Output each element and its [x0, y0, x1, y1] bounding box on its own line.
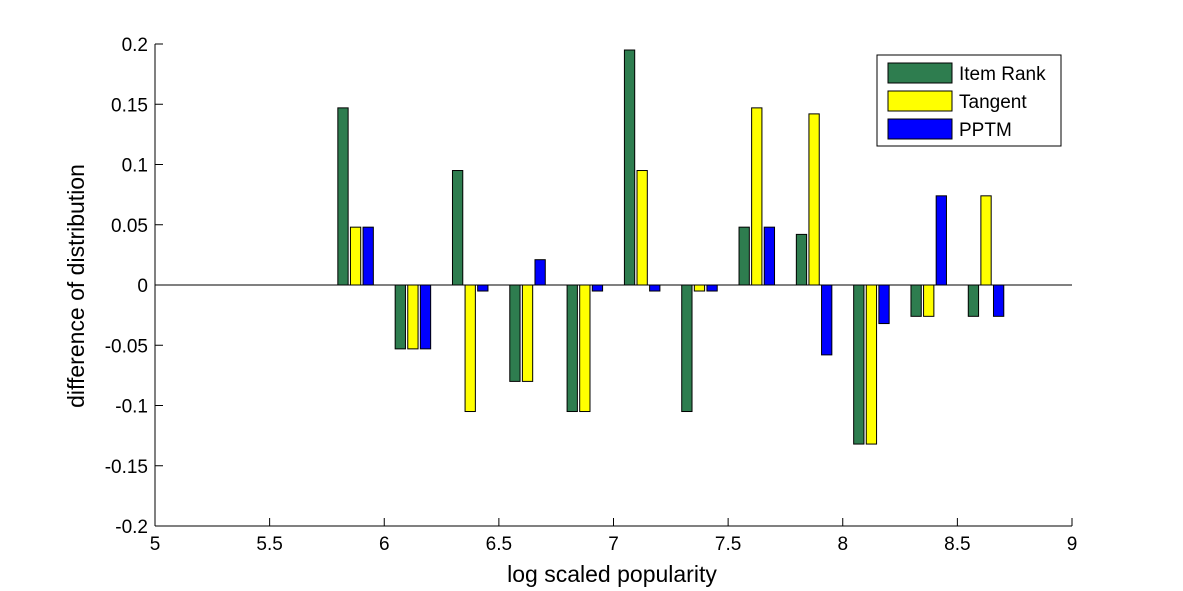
bar	[362, 226, 374, 286]
bar	[935, 195, 947, 286]
bar	[865, 284, 878, 445]
bar	[763, 226, 776, 286]
bar	[751, 107, 763, 286]
legend-label: PPTM	[959, 120, 1012, 141]
y-tick-label: -0.15	[105, 457, 148, 478]
bar	[649, 284, 661, 292]
x-tick-label: 5	[150, 534, 161, 555]
bar	[394, 284, 406, 350]
bars-group	[337, 49, 1005, 445]
bar	[407, 284, 419, 350]
bar	[693, 284, 706, 292]
bar	[821, 284, 833, 356]
x-tick-label: 5.5	[256, 534, 282, 555]
y-tick-label: -0.05	[105, 336, 148, 357]
y-tick-label: 0.05	[111, 216, 148, 237]
bar	[534, 259, 546, 286]
x-tick-label: 8	[837, 534, 848, 555]
bar	[509, 284, 521, 382]
bar	[419, 284, 432, 350]
bar	[878, 284, 890, 325]
x-tick-label: 7	[608, 534, 619, 555]
x-tick-label: 7.5	[715, 534, 741, 555]
bar	[477, 284, 489, 292]
bar	[706, 284, 718, 292]
y-tick-label: 0.15	[111, 95, 148, 116]
bar	[992, 284, 1005, 317]
x-tick-label: 6	[379, 534, 390, 555]
y-axis-label: difference of distribution	[63, 164, 89, 408]
bar	[451, 170, 464, 286]
y-tick-label: -0.2	[115, 517, 148, 538]
legend-label: Item Rank	[959, 64, 1046, 85]
x-axis-label: log scaled popularity	[507, 561, 717, 587]
legend-swatch	[887, 62, 953, 84]
bar	[566, 284, 578, 413]
bar	[795, 233, 808, 286]
y-tick-label: 0.1	[122, 156, 148, 177]
bar	[591, 284, 604, 292]
axes-group: 5 5.5 6 6.5 7 7.5 8 8.5 9 -0.2 -0.15 -0.1 -0.05 0 0.05…	[105, 35, 1078, 555]
bar	[738, 226, 750, 286]
y-tick-label: -0.1	[115, 397, 148, 418]
bar	[579, 284, 591, 413]
x-tick-label: 6.5	[486, 534, 512, 555]
y-tick-label: 0.2	[122, 35, 148, 56]
bar	[808, 113, 820, 286]
legend-label: Tangent	[959, 92, 1027, 113]
bar	[623, 49, 636, 286]
x-tick-label: 9	[1067, 534, 1078, 555]
bar	[967, 284, 980, 317]
bar	[464, 284, 476, 413]
y-tick-label: 0	[137, 276, 148, 297]
bar	[923, 284, 935, 317]
bar	[980, 195, 992, 286]
bar	[349, 226, 362, 286]
bar	[853, 284, 865, 445]
bar	[337, 107, 349, 286]
bar	[521, 284, 534, 382]
bar	[681, 284, 693, 413]
bar	[636, 170, 648, 286]
legend-swatch	[887, 90, 953, 112]
bar	[910, 284, 922, 317]
legend: Item Rank Tangent PPTM	[876, 54, 1062, 147]
x-tick-label: 8.5	[944, 534, 970, 555]
legend-swatch	[887, 118, 953, 140]
